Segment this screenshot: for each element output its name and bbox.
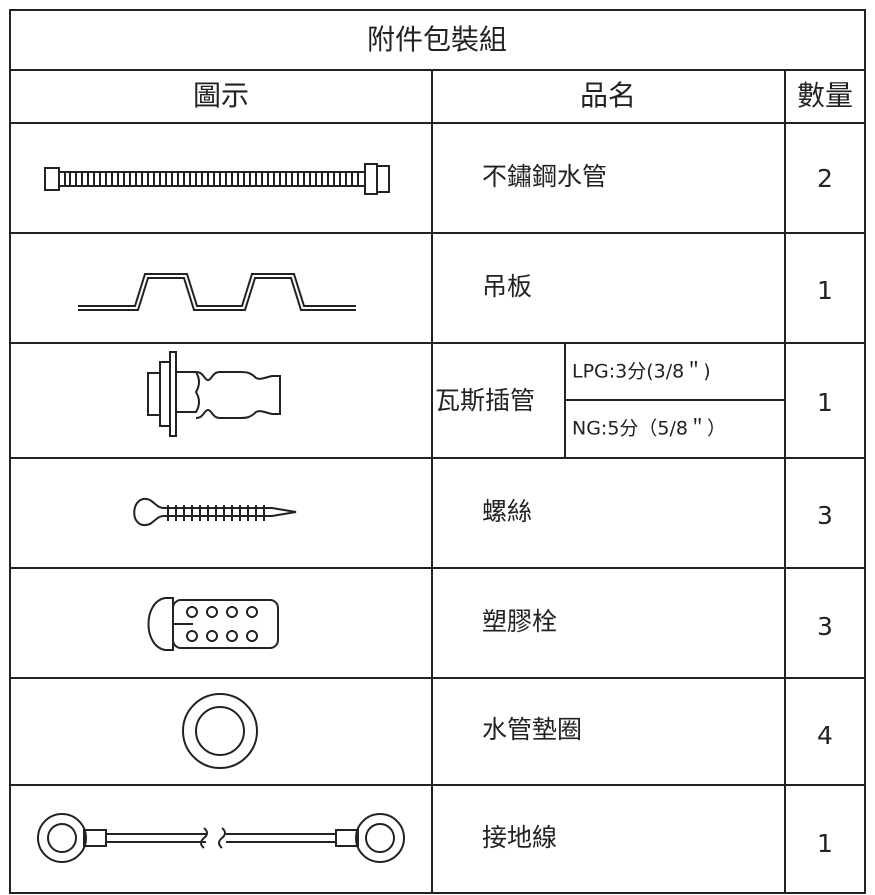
table-grid — [9, 9, 866, 894]
header-cell: 品名 — [580, 79, 636, 112]
item-name: 吊板 — [482, 272, 532, 301]
item-name: 水管墊圈 — [482, 715, 582, 744]
anchor-icon — [147, 597, 279, 651]
ground-wire-icon — [37, 813, 405, 863]
item-name: 螺絲 — [482, 497, 532, 526]
item-qty: 3 — [817, 501, 833, 530]
item-name: 不鏽鋼水管 — [482, 162, 607, 191]
item-qty: 1 — [817, 388, 833, 417]
header-cell: 數量 — [797, 79, 853, 112]
item-qty: 1 — [817, 829, 833, 858]
item-variant: LPG:3分(3/8＂) — [572, 360, 711, 383]
gas-plug-icon — [147, 351, 281, 437]
header-cell: 圖示 — [193, 79, 249, 112]
screw-icon — [133, 497, 297, 527]
item-qty: 2 — [817, 164, 833, 193]
item-qty: 4 — [817, 721, 833, 750]
item-name: 接地線 — [482, 823, 557, 852]
item-qty: 3 — [817, 612, 833, 641]
table-title: 附件包裝組 — [367, 23, 507, 56]
item-name: 瓦斯插管 — [435, 386, 535, 415]
item-variant: NG:5分（5/8＂） — [572, 417, 726, 440]
hanger-icon — [78, 273, 356, 311]
hose-icon — [44, 163, 390, 195]
item-name: 塑膠栓 — [482, 607, 557, 636]
washer-icon — [182, 693, 258, 769]
item-qty: 1 — [817, 276, 833, 305]
